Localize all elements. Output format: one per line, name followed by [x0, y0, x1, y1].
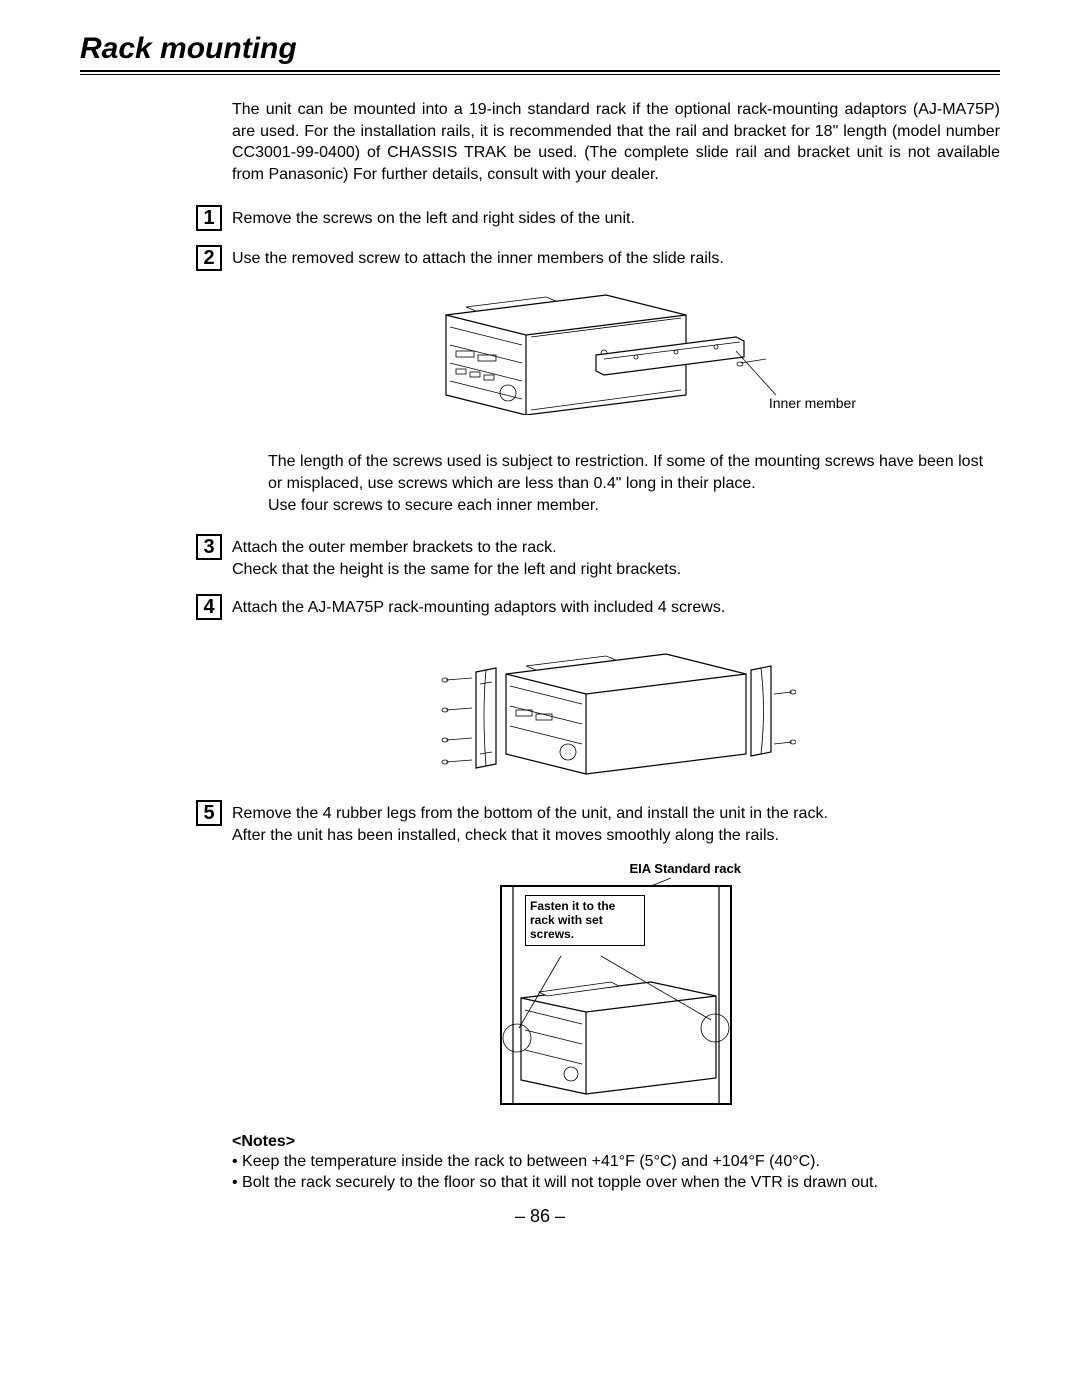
note-item: • Keep the temperature inside the rack t…	[232, 1151, 1000, 1173]
figure-2	[232, 634, 1000, 784]
step-text: Remove the screws on the left and right …	[232, 205, 635, 230]
step-number: 2	[196, 245, 222, 271]
step-3: 3 Attach the outer member brackets to th…	[232, 534, 1000, 580]
step-text: Attach the outer member brackets to the …	[232, 534, 681, 580]
step-number: 4	[196, 594, 222, 620]
step-2: 2 Use the removed screw to attach the in…	[232, 245, 1000, 271]
step-text: Remove the 4 rubber legs from the bottom…	[232, 800, 828, 846]
title-underline	[80, 70, 1000, 75]
device-illustration-2	[436, 634, 796, 784]
notes-heading: <Notes>	[232, 1133, 1000, 1151]
content-column: The unit can be mounted into a 19-inch s…	[232, 99, 1000, 1194]
step-1: 1 Remove the screws on the left and righ…	[232, 205, 1000, 231]
note-text: Keep the temperature inside the rack to …	[242, 1153, 820, 1170]
step-text: Use the removed screw to attach the inne…	[232, 245, 724, 270]
note-item: • Bolt the rack securely to the floor so…	[232, 1172, 1000, 1194]
intro-paragraph: The unit can be mounted into a 19-inch s…	[232, 99, 1000, 185]
mid-paragraph: The length of the screws used is subject…	[268, 451, 1000, 516]
notes-list: • Keep the temperature inside the rack t…	[232, 1151, 1000, 1194]
figure-3-top-label: EIA Standard rack	[491, 861, 741, 876]
step-4: 4 Attach the AJ-MA75P rack-mounting adap…	[232, 594, 1000, 620]
device-illustration-1	[436, 285, 796, 415]
page-title: Rack mounting	[80, 32, 1000, 66]
step-number: 3	[196, 534, 222, 560]
step-number: 5	[196, 800, 222, 826]
figure-3: EIA Standard rack	[232, 861, 1000, 1113]
figure-1-caption: Inner member	[769, 395, 856, 411]
note-text: Bolt the rack securely to the floor so t…	[242, 1174, 878, 1191]
figure-1: Inner member	[232, 285, 1000, 435]
page-number: – 86 –	[0, 1206, 1080, 1227]
step-5: 5 Remove the 4 rubber legs from the bott…	[232, 800, 1000, 846]
step-text: Attach the AJ-MA75P rack-mounting adapto…	[232, 594, 725, 619]
figure-3-inner-label: Fasten it to the rack with set screws.	[525, 895, 645, 946]
step-number: 1	[196, 205, 222, 231]
